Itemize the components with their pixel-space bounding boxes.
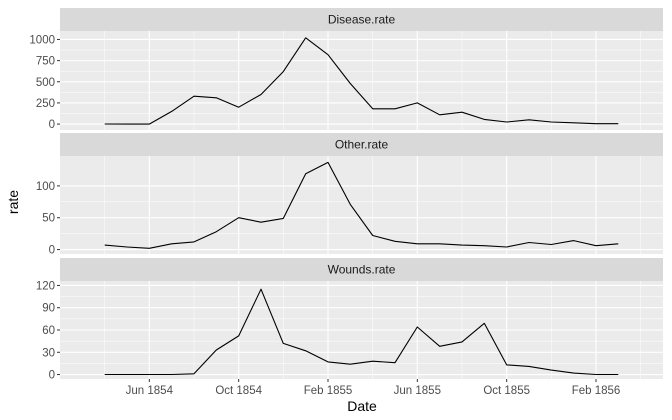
x-tick-label: Feb 1856	[572, 385, 621, 397]
series-line	[104, 161, 619, 249]
y-tick-label: 0	[49, 119, 55, 131]
y-tick-label: 60	[42, 325, 55, 337]
y-tick-label: 90	[42, 303, 55, 315]
y-tick-label: 500	[36, 77, 55, 89]
facet-panel: Wounds.rate 0 30 60 90 120	[36, 258, 663, 382]
facet-strip-label: Other.rate	[335, 138, 389, 152]
y-tick-label: 0	[49, 245, 55, 257]
x-tick-label: Feb 1855	[304, 385, 353, 397]
facet-strip	[60, 8, 663, 31]
y-tick-label: 30	[42, 347, 55, 359]
facet-panel: Disease.rate 0 250 500 750 1000	[29, 8, 663, 131]
x-axis-title: Date	[347, 398, 377, 414]
panel-background	[60, 31, 663, 130]
panel-background	[60, 156, 663, 254]
facet-strip	[60, 133, 663, 156]
facet-strip	[60, 258, 663, 281]
facet-panel: Other.rate 0 50 100	[36, 133, 663, 257]
y-tick-label: 50	[42, 213, 55, 225]
panels: Disease.rate02505007501000Other.rate0501…	[29, 8, 663, 382]
x-tick-label: Jun 1855	[394, 385, 441, 397]
y-tick-label: 100	[36, 181, 55, 193]
facet-strip-label: Wounds.rate	[328, 263, 396, 277]
x-tick-label: Oct 1854	[215, 385, 262, 397]
y-axis-title: rate	[5, 190, 21, 214]
y-tick-label: 120	[36, 280, 55, 292]
x-axis: Jun 1854 Oct 1854 Feb 1855 Jun 1855 Oct 1855…	[126, 379, 621, 397]
y-tick-label: 750	[36, 56, 55, 68]
y-tick-label: 0	[49, 370, 55, 382]
facet-strip-label: Disease.rate	[328, 13, 396, 27]
x-tick-label: Jun 1854	[126, 385, 174, 397]
x-tick-label: Oct 1855	[483, 385, 530, 397]
y-tick-label: 250	[36, 98, 55, 110]
y-tick-label: 1000	[29, 34, 55, 46]
series-line	[104, 288, 619, 376]
series-line	[104, 37, 619, 125]
